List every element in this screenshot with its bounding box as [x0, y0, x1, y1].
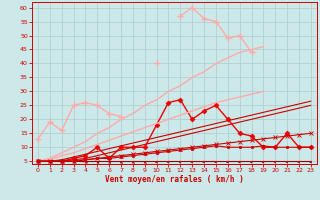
X-axis label: Vent moyen/en rafales ( km/h ): Vent moyen/en rafales ( km/h ) [105, 175, 244, 184]
